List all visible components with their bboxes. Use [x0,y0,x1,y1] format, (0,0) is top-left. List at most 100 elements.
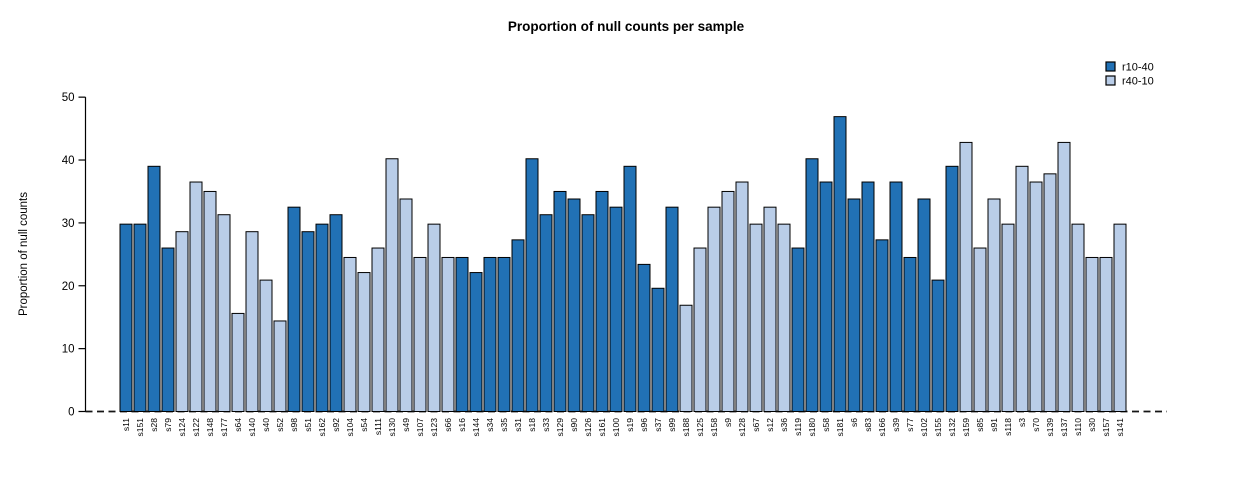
x-tick-label-s158: s158 [709,418,719,437]
x-tick-label-s3: s3 [1017,418,1027,427]
x-tick-label-s34: s34 [485,418,495,432]
bar-s130 [385,158,399,412]
bar-s79 [161,247,175,412]
bar-s118 [1001,223,1015,412]
x-tick-label-s100: s100 [611,418,621,437]
x-tick-label-s98: s98 [289,418,299,432]
x-tick-label-s110: s110 [1073,418,1083,436]
bar-s64 [231,312,245,412]
x-tick-label-s140: s140 [247,418,257,437]
bar-s58 [819,181,833,412]
x-tick-label-s118: s118 [1003,418,1013,436]
x-tick-label-s92: s92 [331,418,341,432]
x-tick-label-s33: s33 [541,418,551,432]
x-tick-label-s151: s151 [135,418,145,437]
bar-s92 [329,214,343,412]
y-axis-title: Proportion of null counts [18,192,30,316]
x-tick-label-s122: s122 [191,418,201,437]
x-tick-label-s83: s83 [863,418,873,432]
bar-s166 [875,239,889,412]
x-tick-label-s161: s161 [597,418,607,437]
bar-s99 [665,206,679,412]
bar-s98 [287,206,301,412]
y-axis-tick-label: 10 [62,344,75,356]
x-tick-label-s130: s130 [387,418,397,437]
legend-swatch-r40-10 [1105,75,1116,86]
legend-swatch-r10-40 [1105,61,1116,72]
bar-s139 [1043,173,1057,412]
bar-s140 [245,231,259,412]
x-tick-label-s77: s77 [905,418,915,432]
x-tick-label-s39: s39 [891,418,901,432]
bar-s132 [945,165,959,412]
bar-s100 [609,206,623,412]
x-tick-label-s51: s51 [303,418,313,432]
bar-s124 [175,231,189,412]
bar-s110 [1071,223,1085,412]
x-tick-label-s49: s49 [401,418,411,432]
bar-s37 [651,287,665,413]
x-tick-label-s119: s119 [793,418,803,436]
x-tick-label-s31: s31 [513,418,523,432]
bar-s54 [357,272,371,413]
bar-s144 [469,272,483,413]
bar-s111 [371,247,385,412]
x-tick-label-s107: s107 [415,418,425,437]
bar-s128 [735,181,749,412]
x-tick-label-s37: s37 [653,418,663,432]
x-tick-label-s64: s64 [233,418,243,432]
x-tick-label-s18: s18 [527,418,537,432]
x-tick-label-s58: s58 [821,418,831,432]
x-tick-label-s66: s66 [443,418,453,432]
y-axis-tick-label: 30 [62,218,75,230]
bar-s36 [777,223,791,412]
bar-s19 [623,165,637,412]
bar-s188 [679,304,693,412]
x-tick-label-s177: s177 [219,418,229,437]
bar-s96 [637,263,651,412]
bar-s31 [511,239,525,412]
x-tick-label-s30: s30 [1087,418,1097,432]
x-tick-label-s180: s180 [807,418,817,437]
bar-s66 [441,256,455,412]
bar-s30 [1085,256,1099,412]
bar-s90 [567,198,581,412]
x-tick-label-s124: s124 [177,418,187,437]
x-tick-label-s16: s16 [457,418,467,432]
bar-s161 [595,190,609,412]
x-tick-label-s162: s162 [317,418,327,437]
bar-s34 [483,256,497,412]
bar-s28 [147,165,161,412]
x-tick-label-s40: s40 [261,418,271,432]
x-tick-label-s126: s126 [583,418,593,437]
bar-s159 [959,141,973,412]
bar-s119 [791,247,805,412]
x-tick-label-s188: s188 [681,418,691,437]
x-tick-label-s99: s99 [667,418,677,432]
x-tick-label-s125: s125 [695,418,705,437]
x-tick-label-s96: s96 [639,418,649,432]
bar-s16 [455,256,469,412]
x-tick-label-s141: s141 [1115,418,1125,437]
bar-s123 [427,223,441,412]
bar-s18 [525,158,539,412]
x-tick-label-s90: s90 [569,418,579,432]
y-axis-tick-label: 40 [62,155,75,167]
x-tick-label-s54: s54 [359,418,369,432]
bar-s49 [399,198,413,412]
x-tick-label-s79: s79 [163,418,173,432]
bar-s162 [315,223,329,412]
x-tick-label-s67: s67 [751,418,761,432]
bar-s180 [805,158,819,412]
x-tick-label-s111: s111 [373,418,383,435]
x-tick-label-s104: s104 [345,418,355,437]
bar-s126 [581,214,595,412]
x-tick-label-s52: s52 [275,418,285,432]
y-axis-tick-label: 20 [62,281,75,293]
x-tick-label-s12: s12 [765,418,775,432]
x-tick-label-s70: s70 [1031,418,1041,432]
x-tick-label-s137: s137 [1059,418,1069,437]
bar-s125 [693,247,707,412]
bar-s129 [553,190,567,412]
